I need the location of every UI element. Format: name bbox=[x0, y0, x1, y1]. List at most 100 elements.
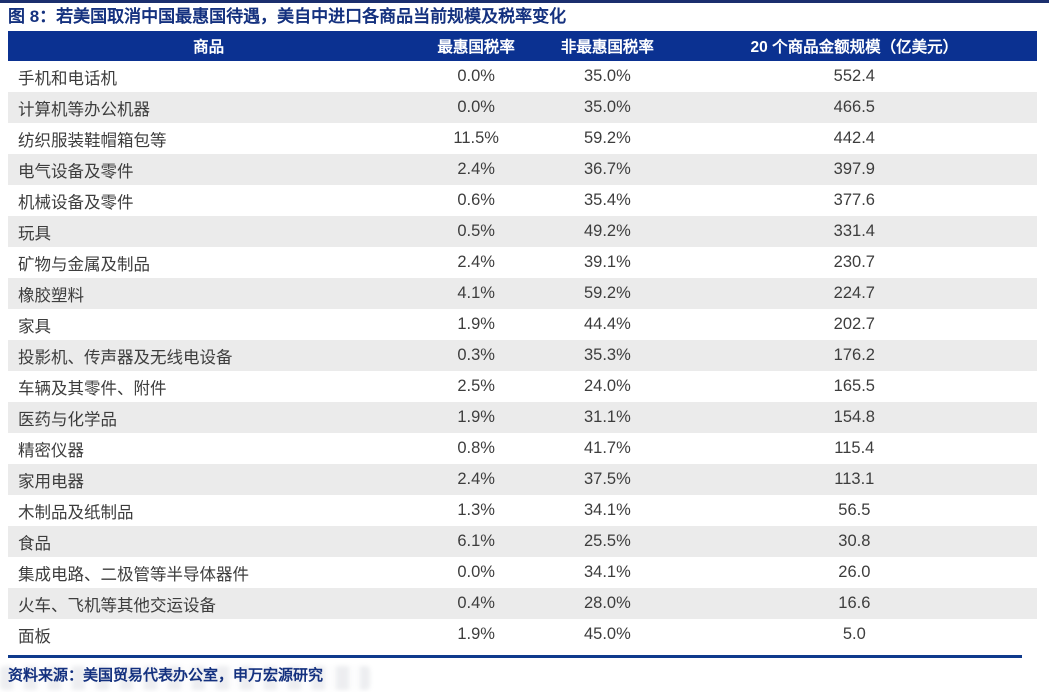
column-header-mfn-rate: 最惠国税率 bbox=[437, 39, 515, 56]
cell-amount: 224.7 bbox=[833, 284, 875, 302]
table-row: 家用电器 2.4% 37.5% 113.1 bbox=[8, 464, 1037, 495]
bottom-rule bbox=[8, 655, 1022, 658]
cell-mfn-rate: 0.4% bbox=[457, 594, 495, 612]
table-row: 食品 6.1% 25.5% 30.8 bbox=[8, 526, 1037, 557]
column-header-product: 商品 bbox=[193, 39, 225, 56]
cell-non-mfn-rate: 39.1% bbox=[583, 253, 631, 271]
table-body: 手机和电话机 0.0% 35.0% 552.4 计算机等办公机器 0.0% 35.0% 466… bbox=[8, 61, 1037, 650]
cell-amount: 26.0 bbox=[838, 563, 871, 581]
cell-amount: 331.4 bbox=[833, 222, 875, 240]
cell-product: 木制品及纸制品 bbox=[18, 503, 134, 522]
cell-product: 火车、飞机等其他交运设备 bbox=[18, 596, 216, 615]
cell-non-mfn-rate: 35.0% bbox=[583, 98, 631, 116]
cell-non-mfn-rate: 35.4% bbox=[583, 191, 631, 209]
cell-non-mfn-rate: 34.1% bbox=[583, 563, 631, 581]
cell-product: 机械设备及零件 bbox=[18, 193, 134, 212]
cell-mfn-rate: 2.4% bbox=[457, 253, 495, 271]
cell-mfn-rate: 0.0% bbox=[457, 67, 495, 85]
cell-amount: 377.6 bbox=[833, 191, 875, 209]
cell-non-mfn-rate: 31.1% bbox=[583, 408, 631, 426]
cell-amount: 165.5 bbox=[833, 377, 875, 395]
cell-amount: 113.1 bbox=[834, 470, 875, 488]
cell-non-mfn-rate: 35.0% bbox=[583, 67, 631, 85]
table-row: 机械设备及零件 0.6% 35.4% 377.6 bbox=[8, 185, 1037, 216]
cell-non-mfn-rate: 34.1% bbox=[583, 501, 631, 519]
table-row: 橡胶塑料 4.1% 59.2% 224.7 bbox=[8, 278, 1037, 309]
cell-non-mfn-rate: 28.0% bbox=[583, 594, 631, 612]
figure-title: 图 8：若美国取消中国最惠国待遇，美自中进口各商品当前规模及税率变化 bbox=[8, 7, 567, 26]
cell-mfn-rate: 11.5% bbox=[453, 129, 499, 147]
table-row: 火车、飞机等其他交运设备 0.4% 28.0% 16.6 bbox=[8, 588, 1037, 619]
cell-mfn-rate: 2.4% bbox=[457, 160, 495, 178]
cell-mfn-rate: 2.4% bbox=[457, 470, 495, 488]
cell-non-mfn-rate: 41.7% bbox=[583, 439, 631, 457]
cell-mfn-rate: 1.9% bbox=[457, 408, 495, 426]
cell-non-mfn-rate: 36.7% bbox=[583, 160, 631, 178]
table-row: 纺织服装鞋帽箱包等 11.5% 59.2% 442.4 bbox=[8, 123, 1037, 154]
cell-amount: 552.4 bbox=[833, 67, 875, 85]
cell-mfn-rate: 6.1% bbox=[457, 532, 495, 550]
cell-non-mfn-rate: 49.2% bbox=[583, 222, 631, 240]
table-row: 玩具 0.5% 49.2% 331.4 bbox=[8, 216, 1037, 247]
cell-amount: 115.4 bbox=[834, 439, 875, 457]
cell-product: 家用电器 bbox=[18, 472, 84, 491]
cell-mfn-rate: 2.5% bbox=[457, 377, 495, 395]
table-row: 集成电路、二极管等半导体器件 0.0% 34.1% 26.0 bbox=[8, 557, 1037, 588]
cell-product: 车辆及其零件、附件 bbox=[18, 379, 167, 398]
table-header-row: 商品 最惠国税率 非最惠国税率 20 个商品金额规模（亿美元） bbox=[8, 31, 1037, 61]
cell-amount: 466.5 bbox=[833, 98, 875, 116]
column-header-non-mfn-rate: 非最惠国税率 bbox=[560, 39, 654, 56]
cell-product: 面板 bbox=[18, 627, 51, 646]
cell-mfn-rate: 1.3% bbox=[457, 501, 495, 519]
cell-amount: 176.2 bbox=[833, 346, 875, 364]
cell-non-mfn-rate: 59.2% bbox=[583, 284, 631, 302]
cell-product: 玩具 bbox=[18, 224, 51, 243]
table-row: 家具 1.9% 44.4% 202.7 bbox=[8, 309, 1037, 340]
cell-product: 纺织服装鞋帽箱包等 bbox=[18, 131, 167, 150]
cell-product: 矿物与金属及制品 bbox=[18, 255, 150, 274]
cell-product: 计算机等办公机器 bbox=[18, 100, 150, 119]
cell-product: 精密仪器 bbox=[18, 441, 84, 460]
cell-product: 食品 bbox=[18, 534, 51, 553]
cell-mfn-rate: 1.9% bbox=[457, 625, 495, 643]
cell-product: 手机和电话机 bbox=[18, 69, 117, 88]
cell-non-mfn-rate: 25.5% bbox=[583, 532, 631, 550]
table-row: 木制品及纸制品 1.3% 34.1% 56.5 bbox=[8, 495, 1037, 526]
cell-product: 电气设备及零件 bbox=[18, 162, 134, 181]
cell-mfn-rate: 0.8% bbox=[457, 439, 495, 457]
cell-non-mfn-rate: 37.5% bbox=[583, 470, 631, 488]
cell-amount: 230.7 bbox=[833, 253, 875, 271]
cell-amount: 202.7 bbox=[833, 315, 875, 333]
cell-mfn-rate: 0.6% bbox=[457, 191, 495, 209]
table-row: 投影机、传声器及无线电设备 0.3% 35.3% 176.2 bbox=[8, 340, 1037, 371]
cell-amount: 5.0 bbox=[842, 625, 866, 643]
cell-non-mfn-rate: 59.2% bbox=[583, 129, 631, 147]
cell-mfn-rate: 0.0% bbox=[457, 98, 495, 116]
cell-product: 集成电路、二极管等半导体器件 bbox=[18, 565, 249, 584]
table-row: 矿物与金属及制品 2.4% 39.1% 230.7 bbox=[8, 247, 1037, 278]
cell-non-mfn-rate: 45.0% bbox=[583, 625, 631, 643]
cell-product: 家具 bbox=[18, 317, 51, 336]
column-header-amount: 20 个商品金额规模（亿美元） bbox=[750, 39, 959, 56]
cell-product: 医药与化学品 bbox=[18, 410, 117, 429]
cell-mfn-rate: 1.9% bbox=[457, 315, 495, 333]
tariff-table: 商品 最惠国税率 非最惠国税率 20 个商品金额规模（亿美元） 手机和电话机 0.… bbox=[8, 31, 1037, 650]
cell-amount: 397.9 bbox=[833, 160, 875, 178]
cell-non-mfn-rate: 44.4% bbox=[583, 315, 631, 333]
cell-non-mfn-rate: 35.3% bbox=[583, 346, 631, 364]
table-row: 车辆及其零件、附件 2.5% 24.0% 165.5 bbox=[8, 371, 1037, 402]
table-row: 手机和电话机 0.0% 35.0% 552.4 bbox=[8, 61, 1037, 92]
cell-amount: 16.6 bbox=[838, 594, 871, 612]
cell-product: 橡胶塑料 bbox=[18, 286, 84, 305]
cell-mfn-rate: 4.1% bbox=[457, 284, 495, 302]
cell-amount: 30.8 bbox=[838, 532, 871, 550]
cell-mfn-rate: 0.3% bbox=[457, 346, 495, 364]
cell-amount: 154.8 bbox=[833, 408, 875, 426]
table-row: 面板 1.9% 45.0% 5.0 bbox=[8, 619, 1037, 650]
cell-product: 投影机、传声器及无线电设备 bbox=[18, 348, 233, 367]
table-row: 电气设备及零件 2.4% 36.7% 397.9 bbox=[8, 154, 1037, 185]
table-row: 精密仪器 0.8% 41.7% 115.4 bbox=[8, 433, 1037, 464]
cell-amount: 442.4 bbox=[833, 129, 875, 147]
table-row: 医药与化学品 1.9% 31.1% 154.8 bbox=[8, 402, 1037, 433]
